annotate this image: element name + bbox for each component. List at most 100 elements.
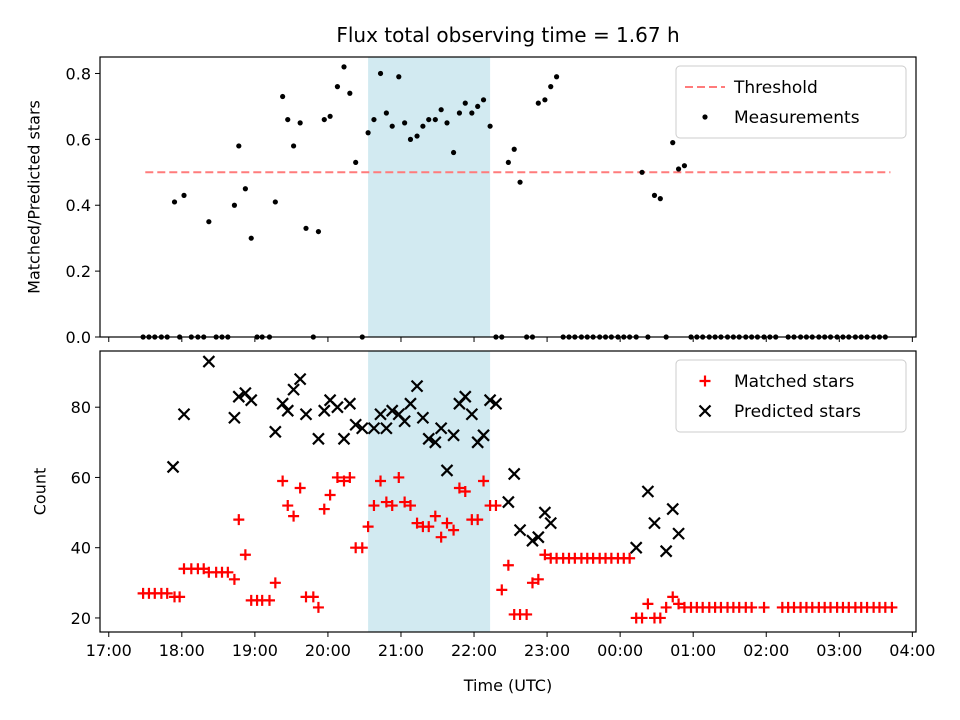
series-predicted-stars xyxy=(166,355,685,558)
x-tick-label: 01:00 xyxy=(670,641,716,660)
data-point xyxy=(429,510,441,522)
data-point xyxy=(670,140,676,146)
data-point xyxy=(666,502,680,516)
data-point xyxy=(312,601,324,613)
data-point xyxy=(380,496,392,508)
legend-box xyxy=(675,65,907,139)
data-point xyxy=(548,84,554,90)
data-point xyxy=(324,489,336,501)
plot-frame xyxy=(99,56,917,338)
x-tick-label: 22:00 xyxy=(451,641,497,660)
data-point xyxy=(483,393,497,407)
data-point xyxy=(532,530,545,544)
data-point xyxy=(450,149,457,156)
data-point xyxy=(356,542,368,554)
data-point xyxy=(407,136,414,142)
data-point xyxy=(277,475,289,487)
data-point xyxy=(307,591,319,603)
data-point xyxy=(641,485,655,498)
data-point xyxy=(315,228,322,235)
data-point xyxy=(448,524,460,536)
data-point xyxy=(244,393,258,407)
data-point xyxy=(502,559,514,571)
data-point xyxy=(269,577,281,589)
data-point xyxy=(411,517,423,529)
data-point xyxy=(521,608,533,620)
legend: Threshold Measurements xyxy=(675,65,907,139)
legend-swatch xyxy=(698,404,712,418)
data-point xyxy=(489,397,503,410)
data-point xyxy=(416,411,430,425)
data-point xyxy=(526,534,539,547)
data-point xyxy=(341,64,347,70)
x-tick-label: 19:00 xyxy=(232,641,278,660)
data-point xyxy=(161,587,173,599)
highlight-span xyxy=(368,351,491,632)
data-point xyxy=(429,436,442,449)
panel-bottom: 17:00 18:00 19:00 20:00 21:00 22:00 23:00 00:00… xyxy=(31,350,935,660)
data-point xyxy=(502,495,515,509)
data-point xyxy=(636,612,648,624)
data-point xyxy=(538,506,552,519)
legend-label: Measurements xyxy=(734,108,860,128)
data-point xyxy=(383,110,389,116)
data-point xyxy=(375,475,387,487)
data-point xyxy=(517,179,523,185)
data-point xyxy=(206,219,212,225)
data-point xyxy=(477,429,490,442)
data-point xyxy=(673,598,685,610)
data-point xyxy=(377,70,384,77)
data-point xyxy=(231,202,238,208)
legend-label: Matched stars xyxy=(734,372,854,392)
data-point xyxy=(542,97,548,103)
data-point xyxy=(672,527,685,540)
legend-swatch xyxy=(699,375,711,387)
data-point xyxy=(886,601,898,613)
data-point xyxy=(435,531,447,543)
data-point xyxy=(657,196,663,202)
data-point xyxy=(280,93,286,100)
data-point xyxy=(453,482,465,494)
data-point xyxy=(344,471,356,483)
data-point xyxy=(365,130,371,136)
data-point xyxy=(338,475,350,487)
x-tick-label: 17:00 xyxy=(86,641,132,660)
data-point xyxy=(444,120,450,126)
data-point xyxy=(532,573,544,585)
data-point xyxy=(434,421,448,435)
data-point xyxy=(675,166,682,172)
data-point xyxy=(465,407,479,421)
data-point xyxy=(459,486,471,497)
y-tick-label: 80 xyxy=(71,398,91,417)
data-point xyxy=(642,598,654,610)
data-point xyxy=(410,379,424,393)
data-point xyxy=(239,549,251,561)
data-point xyxy=(166,460,180,474)
data-point xyxy=(404,500,416,512)
data-point xyxy=(174,591,186,603)
data-point xyxy=(639,169,645,175)
x-tick-label: 03:00 xyxy=(816,641,862,660)
data-point xyxy=(487,123,493,129)
data-point xyxy=(318,503,330,515)
data-point xyxy=(544,516,558,530)
x-tick-label: 00:00 xyxy=(597,641,643,660)
data-point xyxy=(285,116,291,123)
data-point xyxy=(331,471,343,483)
data-point xyxy=(393,471,405,483)
x-axis-label: Time (UTC) xyxy=(463,676,552,695)
data-point xyxy=(222,566,234,578)
data-point xyxy=(367,421,381,435)
data-point xyxy=(368,500,380,512)
data-point xyxy=(362,521,374,533)
data-point xyxy=(422,432,436,446)
data-point xyxy=(177,407,191,421)
data-point xyxy=(447,429,460,442)
data-point xyxy=(505,159,511,166)
data-point xyxy=(420,123,426,129)
data-point xyxy=(343,397,357,410)
legend-swatch xyxy=(702,114,708,120)
series-matched-stars xyxy=(137,471,898,624)
data-point xyxy=(458,390,472,403)
data-point xyxy=(276,397,289,410)
